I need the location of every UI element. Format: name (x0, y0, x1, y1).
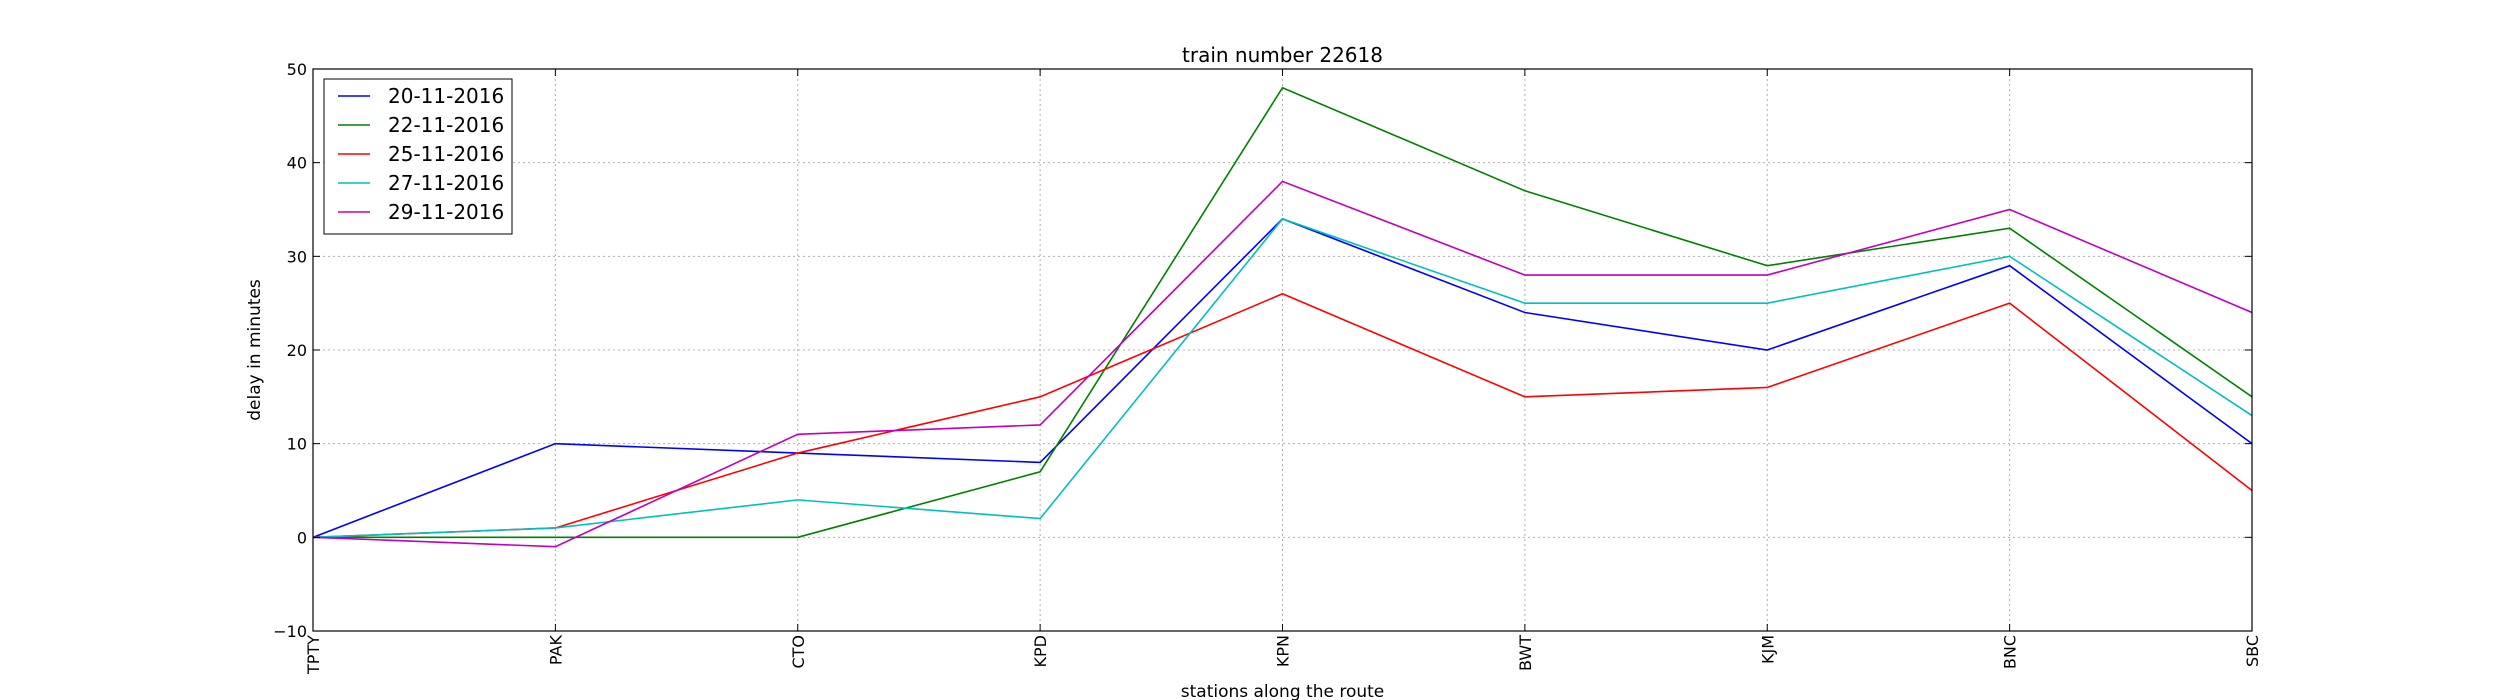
legend: 20-11-2016 22-11-2016 25-11-2016 27-11-2016… (323, 78, 513, 235)
y-tick-label: 20 (287, 341, 307, 360)
x-tick-label: BWT (1516, 635, 1535, 671)
series-line-25-11-2016 (312, 292, 2253, 539)
series-line-27-11-2016 (312, 217, 2253, 539)
legend-label: 25-11-2016 (388, 142, 504, 166)
x-tick-label: KPD (1031, 635, 1050, 667)
y-tick-label: −10 (273, 622, 307, 641)
x-tick-label: BNC (2001, 635, 2020, 669)
legend-label: 29-11-2016 (388, 200, 504, 224)
legend-label: 27-11-2016 (388, 171, 504, 195)
x-tick-label: TPTY (304, 635, 323, 675)
x-tick-label: SBC (2243, 635, 2262, 667)
series-line-22-11-2016 (313, 86, 2253, 539)
axes: −10 0 10 20 30 40 50 TPTY PAK CTO KPD KPN BWT KJM BNC S… (273, 60, 2262, 675)
y-tick-label: 40 (287, 154, 307, 173)
y-axis-title: delay in minutes (245, 279, 265, 421)
x-tick-label: PAK (546, 634, 565, 665)
series-lines (312, 86, 2253, 548)
y-tick-label: 10 (287, 435, 307, 454)
x-tick-label: CTO (789, 635, 808, 669)
chart-title: train number 22618 (1182, 43, 1383, 67)
x-axis-title: stations along the route (1181, 682, 1385, 700)
y-tick-label: 30 (287, 247, 307, 266)
y-tick-label: 0 (297, 528, 307, 547)
x-tick-label: KJM (1758, 635, 1777, 664)
grid (313, 69, 2252, 631)
x-tick-label: KPN (1274, 635, 1293, 667)
y-tick-label: 50 (287, 60, 307, 79)
series-line-29-11-2016 (312, 180, 2253, 548)
legend-box (323, 78, 513, 235)
legend-label: 20-11-2016 (388, 84, 504, 108)
legend-label: 22-11-2016 (388, 113, 504, 137)
